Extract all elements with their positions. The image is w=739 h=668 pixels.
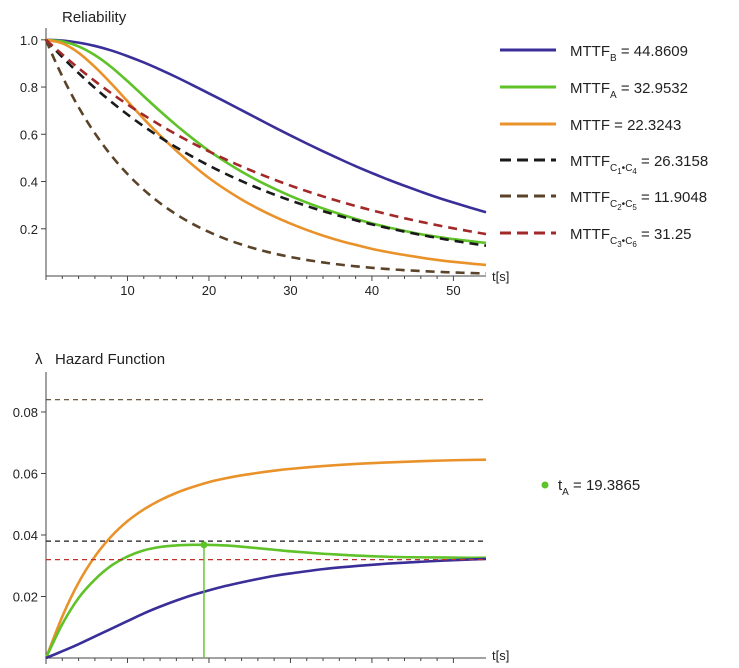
legend-label: MTTF = 22.3243 [570, 117, 681, 134]
legend-label: MTTFC1•C4 = 26.3158 [570, 153, 708, 176]
x-tick-label: 40 [365, 665, 379, 668]
x-tick-label: 10 [120, 283, 134, 298]
y-tick-label: 1.0 [20, 33, 38, 48]
legend-label: MTTFC2•C5 = 11.9048 [570, 189, 707, 212]
hazard-x-label: t[s] [492, 648, 509, 663]
legend-label: MTTFA = 32.9532 [570, 80, 688, 101]
y-tick-label: 0.6 [20, 127, 38, 142]
reliability-legend: MTTFB = 44.8609 MTTFA = 32.9532 MTTF = 22.… [500, 43, 708, 249]
reliability-series-group [44, 38, 487, 275]
marker-point [200, 541, 208, 549]
legend-label: MTTFB = 44.8609 [570, 43, 688, 64]
y-tick-label: 0.02 [13, 589, 38, 604]
reliability-x-label: t[s] [492, 269, 509, 284]
x-tick-label: 50 [446, 283, 460, 298]
reliability-title: Reliability [62, 9, 127, 26]
series-line-mttf-c3c6 [45, 38, 487, 236]
y-tick-label: 0.06 [13, 466, 38, 481]
reliability-chart: Reliability 10 20 30 40 50 0.2 0.4 0.6 0.8 1.0 t[… [20, 9, 708, 298]
marker-legend-label: tA = 19.3865 [558, 477, 640, 498]
y-tick-label: 0.08 [13, 405, 38, 420]
hazard-series-group [44, 399, 487, 660]
hazard-title: Hazard Function [55, 351, 165, 368]
marker-legend-dot [541, 481, 549, 489]
y-tick-label: 0.8 [20, 80, 38, 95]
hazard-ticks: 10 20 30 40 50 0.02 0.04 0.06 0.08 [13, 405, 461, 668]
x-tick-label: 40 [365, 283, 379, 298]
x-tick-label: 30 [283, 665, 297, 668]
series-line-hazard-orange [44, 458, 487, 659]
hazard-marker-legend: tA = 19.3865 [541, 477, 640, 498]
legend-label: MTTFC3•C6 = 31.25 [570, 226, 692, 249]
hazard-chart: λ Hazard Function 10 20 30 40 50 0.02 0.04 0.06… [13, 351, 640, 668]
series-line-mttf-c2c5 [44, 39, 487, 275]
reliability-ticks: 10 20 30 40 50 0.2 0.4 0.6 0.8 1.0 [20, 33, 461, 298]
y-tick-label: 0.04 [13, 528, 38, 543]
series-line-hazard-blue [45, 557, 487, 660]
x-tick-label: 50 [446, 665, 460, 668]
series-line-mttf [45, 38, 487, 267]
series-line-hazard-green [44, 543, 487, 659]
x-tick-label: 30 [283, 283, 297, 298]
y-tick-label: 0.4 [20, 175, 38, 190]
series-line-mttf-c1c4 [45, 38, 487, 247]
y-tick-label: 0.2 [20, 222, 38, 237]
hazard-title-symbol: λ [35, 351, 43, 368]
x-tick-label: 10 [120, 665, 134, 668]
x-tick-label: 20 [202, 283, 216, 298]
x-tick-label: 20 [202, 665, 216, 668]
series-line-mttf-b [45, 38, 487, 214]
